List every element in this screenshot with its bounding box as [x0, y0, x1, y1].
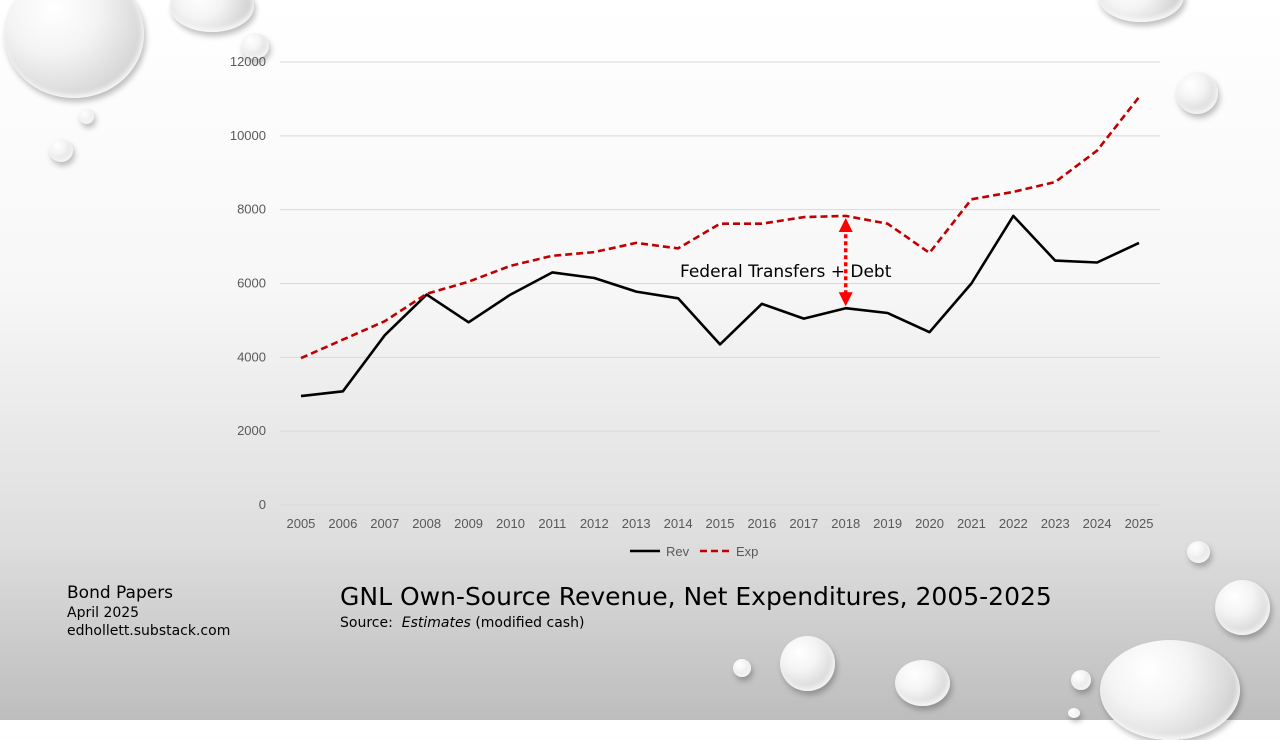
y-tick-label: 2000 — [237, 423, 266, 438]
water-drop-decoration — [895, 660, 950, 706]
x-tick-label: 2006 — [328, 516, 357, 531]
footer-credits: Bond Papers April 2025 edhollett.substac… — [67, 582, 230, 640]
annotation-arrowhead-up — [838, 217, 853, 232]
y-tick-label: 8000 — [237, 202, 266, 217]
gridlines — [280, 61, 1160, 506]
y-tick-label: 6000 — [237, 276, 266, 291]
x-tick-label: 2009 — [454, 516, 483, 531]
y-tick-label: 12000 — [230, 54, 266, 69]
caption-block: GNL Own-Source Revenue, Net Expenditures… — [340, 582, 1052, 631]
y-axis-tick-labels: 0 2000 4000 6000 8000 10000 12000 — [230, 54, 266, 512]
y-tick-label: 10000 — [230, 128, 266, 143]
water-drop-decoration — [1071, 670, 1091, 690]
brand-name: Bond Papers — [67, 583, 174, 603]
chart-title: GNL Own-Source Revenue, Net Expenditures… — [340, 582, 1052, 611]
source-italic: Estimates — [401, 615, 471, 631]
annotation-group: Federal Transfers + Debt — [680, 217, 892, 307]
x-tick-label: 2013 — [622, 516, 651, 531]
y-tick-label: 0 — [259, 497, 266, 512]
source-suffix: (modified cash) — [475, 615, 585, 631]
water-drop-decoration — [733, 659, 751, 677]
source-line: Source: Estimates (modified cash) — [340, 615, 1052, 631]
water-drop-decoration — [241, 33, 269, 59]
x-tick-label: 2022 — [999, 516, 1028, 531]
water-drop-decoration — [1098, 0, 1184, 22]
x-tick-label: 2025 — [1125, 516, 1154, 531]
x-tick-label: 2014 — [664, 516, 693, 531]
annotation-label: Federal Transfers + Debt — [680, 262, 892, 282]
water-drop-decoration — [1187, 541, 1210, 563]
water-drop-decoration — [79, 109, 94, 124]
x-tick-label: 2012 — [580, 516, 609, 531]
x-tick-label: 2010 — [496, 516, 525, 531]
source-prefix: Source: — [340, 615, 393, 631]
x-tick-label: 2005 — [286, 516, 315, 531]
legend: Rev Exp — [630, 544, 758, 559]
website-url: edhollett.substack.com — [67, 623, 231, 640]
publication-date: April 2025 — [67, 605, 140, 622]
water-drop-decoration — [4, 0, 144, 98]
water-drop-decoration — [1068, 708, 1080, 718]
x-tick-label: 2008 — [412, 516, 441, 531]
series-line-exp — [300, 96, 1141, 360]
x-tick-label: 2019 — [873, 516, 902, 531]
legend-label-exp: Exp — [736, 544, 758, 559]
x-tick-label: 2017 — [789, 516, 818, 531]
water-drop-decoration — [1176, 72, 1218, 114]
x-tick-label: 2023 — [1041, 516, 1070, 531]
legend-label-rev: Rev — [666, 544, 690, 559]
x-axis-tick-labels: 2005 2006 2007 2008 2009 2010 2011 2012 2013 2014… — [286, 516, 1153, 531]
x-tick-label: 2021 — [957, 516, 986, 531]
series-lines — [300, 96, 1141, 398]
line-chart: 0 2000 4000 6000 8000 10000 12000 2005 2006 2007… — [230, 54, 1160, 559]
water-drop-decoration — [49, 139, 73, 162]
series-line-rev — [300, 214, 1140, 398]
x-tick-label: 2016 — [747, 516, 776, 531]
x-tick-label: 2018 — [831, 516, 860, 531]
water-drop-decoration — [780, 636, 835, 691]
x-tick-label: 2020 — [915, 516, 944, 531]
x-tick-label: 2024 — [1083, 516, 1112, 531]
x-tick-label: 2011 — [538, 516, 566, 531]
water-drop-decoration — [1215, 580, 1270, 635]
y-tick-label: 4000 — [237, 349, 266, 364]
annotation-arrowhead-down — [838, 292, 853, 307]
x-tick-label: 2007 — [370, 516, 399, 531]
x-tick-label: 2015 — [706, 516, 735, 531]
